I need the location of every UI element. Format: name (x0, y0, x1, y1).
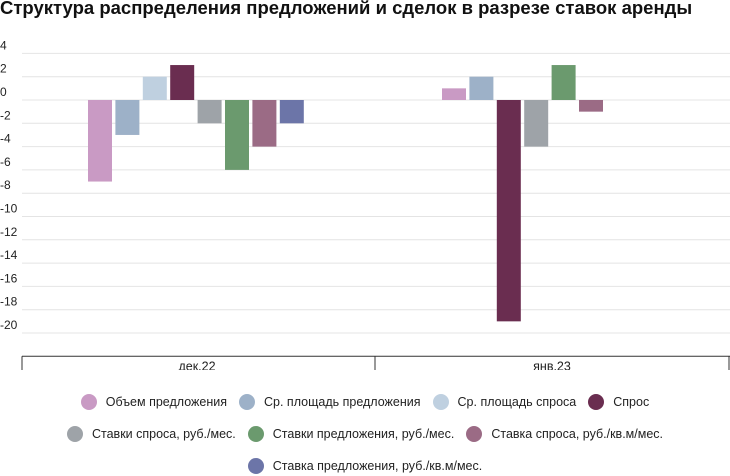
bar (442, 88, 466, 100)
y-tick-label: -8 (0, 178, 11, 192)
x-tick-label: дек.22 (178, 359, 215, 370)
y-axis-ticks: 4 2 0 -2 -4 -6 -8 -10 -12 -14 -16 -18 -20 (0, 38, 18, 332)
bar (170, 65, 195, 100)
y-tick-label: -12 (0, 225, 18, 239)
legend-item: Ставки спроса, руб./мес. (66, 426, 236, 442)
legend-label: Ставка спроса, руб./кв.м/мес. (491, 427, 663, 441)
legend-swatch (80, 394, 97, 410)
legend-label: Объем предложения (105, 395, 227, 409)
x-axis: дек.22 янв.23 (21, 355, 730, 370)
legend-item: Ср. площадь спроса (432, 394, 577, 410)
y-tick-label: -14 (0, 248, 18, 262)
x-tick-label: янв.23 (533, 359, 571, 370)
legend-swatch (247, 458, 264, 474)
bar (115, 100, 140, 135)
bar (225, 100, 249, 170)
y-tick-label: 0 (0, 85, 7, 99)
legend-label: Ставки спроса, руб./мес. (91, 427, 236, 441)
bar (469, 76, 494, 100)
legend-label: Ставки предложения, руб./мес. (272, 427, 455, 441)
legend-swatch (239, 394, 255, 410)
bar (524, 100, 549, 147)
legend-label: Ср. площадь предложения (264, 395, 421, 409)
chart-title: Структура распределения предложений и сд… (0, 0, 693, 18)
bar (496, 100, 521, 322)
bar (579, 100, 603, 112)
y-tick-label: -4 (0, 132, 11, 146)
y-tick-label: 2 (0, 62, 7, 76)
legend-item: Спрос (588, 394, 649, 410)
legend-label: Спрос (613, 395, 650, 409)
y-tick-label: -18 (0, 295, 18, 309)
y-tick-label: -16 (0, 271, 18, 285)
bar (551, 65, 576, 100)
y-tick-label: 4 (0, 38, 7, 52)
legend-swatch (588, 394, 605, 410)
legend-label: Ср. площадь спроса (457, 395, 577, 409)
legend-item: Ставки предложения, руб./мес. (247, 426, 455, 442)
legend-label: Ставка предложения, руб./кв.м/мес. (272, 459, 483, 473)
legend-swatch (432, 394, 449, 410)
legend-item: Ставка спроса, руб./кв.м/мес. (466, 426, 663, 442)
chart-plot: 4 2 0 -2 -4 -6 -8 -10 -12 -14 -16 -18 -20 дек.22 янв.… (0, 38, 730, 370)
bar (279, 100, 304, 124)
legend-item: Объем предложения (80, 394, 227, 410)
legend-swatch (466, 426, 483, 442)
bar (252, 100, 277, 147)
y-tick-label: -6 (0, 155, 11, 169)
bar (142, 76, 167, 100)
legend-item: Ср. площадь предложения (239, 394, 421, 410)
legend-item: Ставка предложения, руб./кв.м/мес. (247, 458, 483, 474)
y-tick-label: -20 (0, 318, 18, 332)
bar (197, 100, 222, 124)
gridlines (22, 52, 730, 334)
y-tick-label: -2 (0, 108, 11, 122)
legend-swatch (66, 426, 83, 442)
legend-swatch (247, 426, 264, 442)
bars (88, 65, 603, 322)
y-tick-label: -10 (0, 202, 18, 216)
bar (88, 100, 112, 182)
